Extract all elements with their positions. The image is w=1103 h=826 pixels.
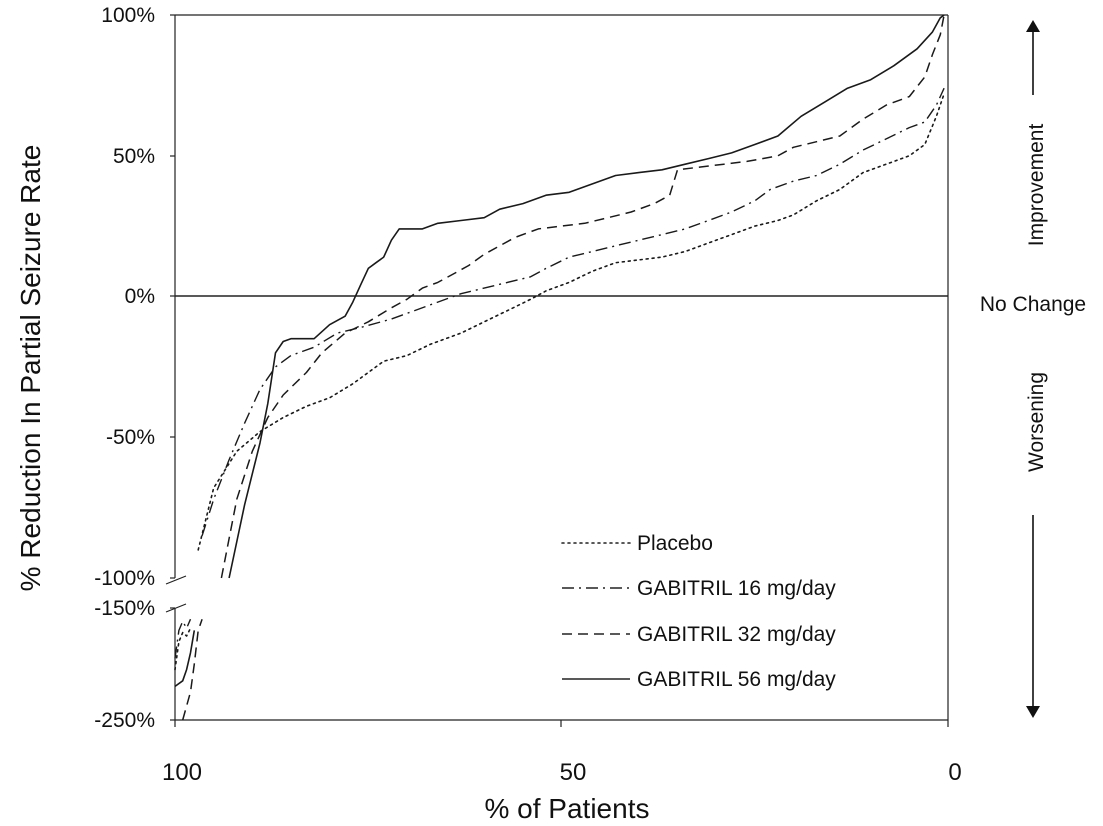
series-line-gabitril-56-mg-day-lower (174, 630, 196, 688)
series-line-gabitril-32-mg-day-lower (181, 618, 203, 721)
y-tick-label-100: 100% (101, 4, 155, 27)
axis-break-mark-2 (165, 603, 187, 613)
legend-label-gabitril-16: GABITRIL 16 mg/day (637, 577, 836, 600)
no-change-label: No Change (980, 293, 1086, 316)
y-tick-label-minus-50: -50% (106, 426, 155, 449)
legend-label-gabitril-56: GABITRIL 56 mg/day (637, 668, 836, 691)
y-tick-label-50: 50% (113, 145, 155, 168)
series-line-placebo-lower (174, 627, 192, 671)
y-tick-label-minus-250: -250% (94, 709, 155, 732)
axis-break-mark-1 (165, 575, 187, 585)
y-tick-label-minus-150: -150% (94, 597, 155, 620)
legend-label-gabitril-32: GABITRIL 32 mg/day (637, 623, 836, 646)
legend: Placebo GABITRIL 16 mg/day GABITRIL 32 m… (561, 532, 836, 691)
x-axis-title: % of Patients (485, 793, 650, 824)
x-tick-label-100: 100 (162, 759, 202, 786)
improvement-label: Improvement (1025, 124, 1048, 247)
y-tick-marks (170, 14, 175, 721)
series-line-gabitril-16-mg-day-upper (201, 87, 945, 537)
x-tick-label-0: 0 (948, 759, 961, 786)
series-line-gabitril-56-mg-day-upper (228, 14, 945, 579)
x-tick-marks (174, 720, 949, 727)
y-axis-title: % Reduction In Partial Seizure Rate (15, 145, 46, 592)
series-line-gabitril-32-mg-day-upper (220, 14, 945, 579)
y-tick-label-0: 0% (125, 285, 155, 308)
x-tick-label-50: 50 (560, 759, 587, 786)
legend-label-placebo: Placebo (637, 532, 713, 555)
series-line-gabitril-16-mg-day-lower (174, 618, 192, 659)
series-line-placebo-upper (197, 93, 945, 551)
y-tick-label-minus-100: -100% (94, 567, 155, 590)
worsening-label: Worsening (1025, 372, 1048, 472)
series-layer (174, 14, 945, 721)
